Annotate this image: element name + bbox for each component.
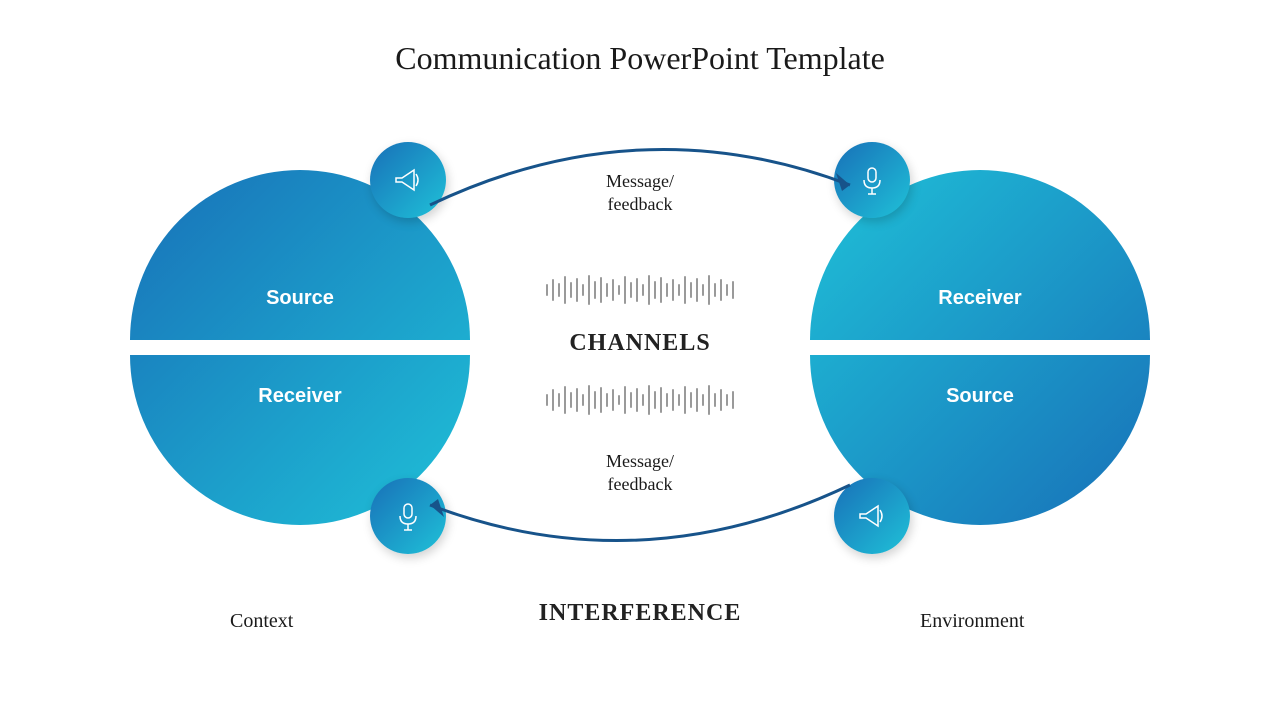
communication-diagram: Source Receiver Receiver Source Message/… (0, 140, 1280, 620)
interference-label: INTERFERENCE (0, 600, 1280, 627)
waveform-top (480, 270, 800, 310)
left-bottom-label: Receiver (130, 385, 470, 408)
context-label: Context (230, 610, 293, 633)
right-bottom-label: Source (810, 385, 1150, 408)
left-top-label: Source (130, 287, 470, 310)
channels-label: CHANNELS (0, 330, 1280, 357)
right-top-label: Receiver (810, 287, 1150, 310)
waveform-bottom (480, 380, 800, 420)
top-arrow-label: Message/ feedback (540, 170, 740, 217)
page-title: Communication PowerPoint Template (0, 40, 1280, 77)
bottom-arrow-label: Message/ feedback (540, 450, 740, 497)
environment-label: Environment (920, 610, 1024, 633)
